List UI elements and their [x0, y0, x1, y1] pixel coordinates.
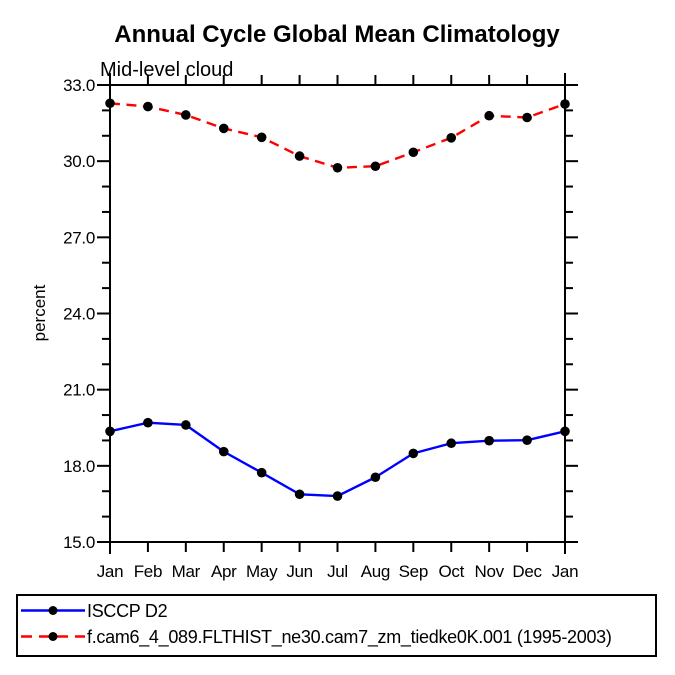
x-tick-label: Oct — [438, 562, 464, 581]
legend-marker-sample-1 — [48, 632, 58, 641]
y-tick-label: 30.0 — [63, 152, 95, 171]
x-tick-label: Sep — [399, 562, 428, 581]
series-0-marker — [522, 435, 532, 445]
series-0-marker — [408, 448, 419, 459]
x-tick-label: Jun — [286, 562, 313, 581]
series-1-marker — [256, 132, 267, 143]
series-1-marker — [560, 99, 570, 109]
legend-entry-label-1: f.cam6_4_089.FLTHIST_ne30.cam7_zm_tiedke… — [87, 627, 612, 648]
x-tick-label: Jan — [552, 562, 579, 581]
x-tick-label: Dec — [512, 562, 542, 581]
series-1-marker — [522, 112, 532, 123]
x-tick-label: Apr — [211, 562, 237, 581]
series-0-marker — [332, 491, 343, 501]
x-tick-label: Feb — [134, 562, 162, 581]
series-0-marker — [294, 489, 305, 500]
series-0-marker — [143, 417, 153, 428]
axes: 15.0 18.0 21.0 24.0 27.0 30.0 33.0 Jan Feb Mar Apr… — [63, 73, 579, 581]
x-tick-label: Jul — [327, 562, 348, 581]
y-tick-label: 27.0 — [63, 228, 95, 247]
legend-entry-label-0: ISCCP D2 — [87, 601, 168, 621]
series-line-0 — [109, 421, 566, 498]
chart-subtitle: Mid-level cloud — [100, 59, 233, 81]
series-0-marker — [256, 467, 267, 478]
series-0-marker — [105, 426, 115, 437]
series-1-marker — [218, 123, 229, 134]
series-1-marker — [143, 101, 153, 112]
series-0-marker — [560, 426, 570, 437]
series-1-marker — [181, 110, 191, 120]
series-0-marker — [218, 446, 229, 457]
y-tick-label: 21.0 — [63, 381, 95, 400]
series-1-marker — [105, 98, 115, 109]
series-1-marker — [370, 161, 381, 172]
y-tick-label: 18.0 — [63, 457, 95, 476]
series-1-marker — [332, 162, 343, 173]
series-1-marker — [408, 147, 419, 158]
y-axis-label: percent — [30, 284, 49, 341]
series-1-marker — [294, 151, 305, 161]
y-tick-label: 15.0 — [63, 533, 95, 552]
y-tick-label: 24.0 — [63, 305, 95, 324]
legend: ISCCP D2 f.cam6_4_089.FLTHIST_ne30.cam7_z… — [16, 594, 657, 657]
series-0-marker — [484, 435, 494, 446]
series-0-marker — [370, 472, 381, 483]
x-tick-label: Nov — [474, 562, 504, 581]
series-0-marker — [181, 420, 191, 430]
x-tick-label: Aug — [361, 562, 390, 581]
legend-box — [16, 594, 657, 657]
x-tick-label: Jan — [97, 562, 124, 581]
series-1-marker — [446, 133, 457, 143]
x-tick-label: May — [246, 562, 278, 581]
series-line-1 — [109, 102, 566, 169]
series-0-marker — [446, 438, 457, 449]
y-tick-label: 33.0 — [63, 76, 95, 95]
series-1-marker — [484, 110, 494, 121]
x-tick-label: Mar — [172, 562, 201, 581]
chart-title: Annual Cycle Global Mean Climatology — [114, 21, 560, 48]
data-series — [105, 98, 570, 501]
legend-marker-sample-0 — [48, 606, 58, 615]
